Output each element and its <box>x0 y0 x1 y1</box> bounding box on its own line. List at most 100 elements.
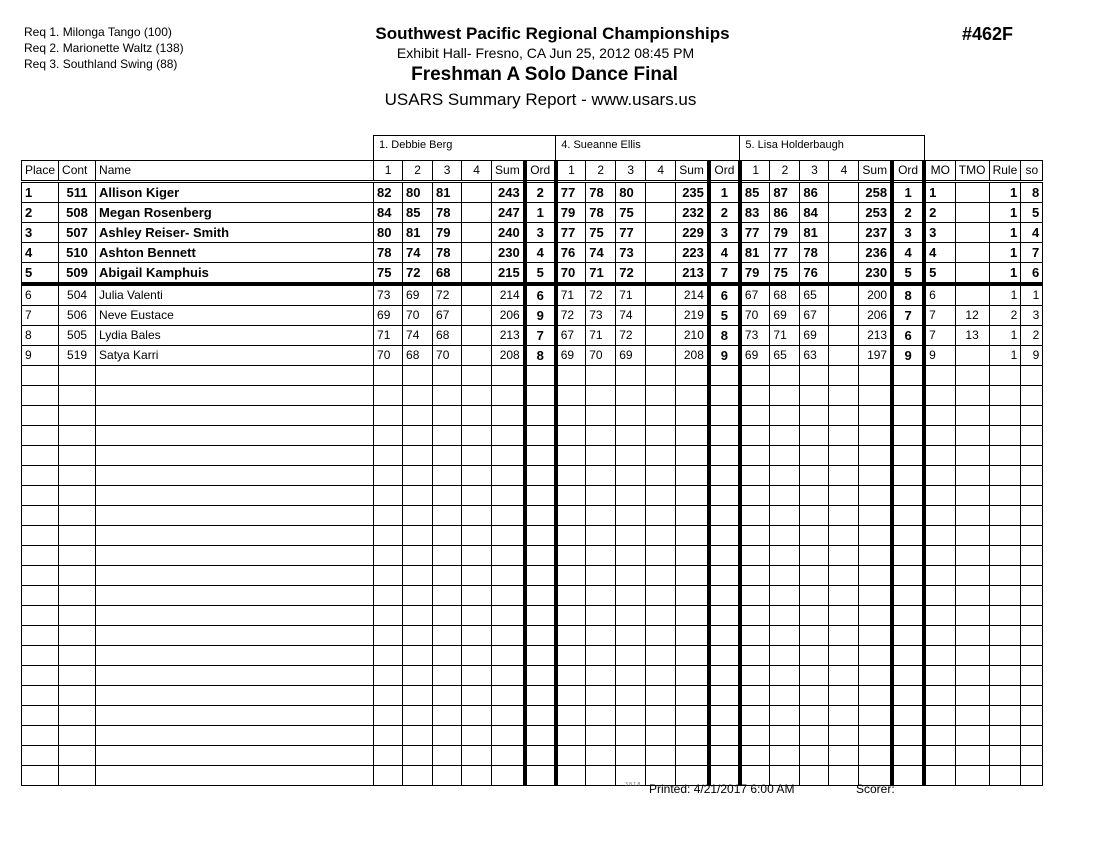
so-cell <box>1020 665 1044 686</box>
score-cell <box>799 585 830 606</box>
score-cell <box>402 565 434 586</box>
ordinal-cell <box>524 745 558 766</box>
cont-cell <box>58 685 97 706</box>
tmo-cell <box>954 745 990 766</box>
score-cell: 70 <box>373 345 404 366</box>
score-cell <box>769 585 801 606</box>
score-cell <box>461 765 493 786</box>
so-cell <box>1020 605 1044 626</box>
sum-cell <box>491 685 527 706</box>
score-cell <box>432 405 463 426</box>
score-cell: 86 <box>799 181 830 203</box>
score-cell <box>828 465 860 486</box>
score-cell <box>739 605 771 626</box>
ordinal-cell: 8 <box>708 325 742 346</box>
score-cell <box>739 685 771 706</box>
tmo-cell <box>954 585 990 606</box>
header-judge-col: Ord <box>524 160 558 183</box>
score-cell <box>373 445 404 466</box>
so-cell: 8 <box>1020 181 1044 203</box>
score-cell <box>432 525 463 546</box>
score-cell <box>828 725 860 746</box>
score-cell <box>769 545 801 566</box>
score-cell <box>828 545 860 566</box>
rule-cell: 1 <box>988 242 1022 263</box>
championship-title: Southwest Pacific Regional Championships <box>375 24 730 43</box>
score-cell: 71 <box>769 325 801 346</box>
sum-cell <box>858 365 895 386</box>
score-cell: 75 <box>585 222 617 243</box>
ordinal-cell: 8 <box>891 283 927 306</box>
sum-cell: 208 <box>491 345 527 366</box>
score-cell <box>585 365 617 386</box>
score-cell <box>828 645 860 666</box>
ordinal-cell <box>891 545 927 566</box>
tmo-cell <box>954 525 990 546</box>
score-cell: 76 <box>799 262 830 286</box>
tmo-cell <box>954 665 990 686</box>
score-cell <box>373 385 404 406</box>
score-cell <box>828 525 860 546</box>
cont-cell <box>58 565 97 586</box>
blank <box>22 136 374 161</box>
ordinal-cell <box>708 765 742 786</box>
score-cell <box>799 565 830 586</box>
rule-cell <box>988 505 1022 526</box>
ordinal-cell <box>524 645 558 666</box>
header-judge-col: 1 <box>739 160 771 183</box>
score-cell <box>585 765 617 786</box>
report-title: USARS Summary Report - www.usars.us <box>384 90 697 109</box>
ordinal-cell <box>524 405 558 426</box>
ordinal-cell: 2 <box>524 181 558 203</box>
score-cell <box>432 645 463 666</box>
sum-cell: 200 <box>858 283 895 306</box>
ordinal-cell <box>708 365 742 386</box>
sum-cell: 258 <box>858 181 895 203</box>
score-cell <box>373 605 404 626</box>
score-cell: 69 <box>615 345 647 366</box>
mo-cell <box>923 385 956 406</box>
score-cell <box>645 202 677 223</box>
mo-cell: 5 <box>923 262 956 286</box>
score-cell <box>615 445 647 466</box>
tmo-cell <box>954 685 990 706</box>
header-judge-col: 2 <box>769 160 801 183</box>
header-cont: Cont <box>58 160 97 183</box>
sum-cell <box>491 765 527 786</box>
score-cell <box>402 725 434 746</box>
score-cell <box>402 605 434 626</box>
name-cell <box>95 445 375 466</box>
tmo-cell <box>954 283 990 306</box>
score-cell: 84 <box>373 202 404 223</box>
sum-cell: 230 <box>858 262 895 286</box>
score-cell <box>828 745 860 766</box>
score-cell <box>555 585 587 606</box>
name-cell <box>95 525 375 546</box>
empty-row <box>20 765 1044 786</box>
cont-cell: 510 <box>58 242 97 263</box>
ordinal-cell <box>891 685 927 706</box>
name-cell <box>95 725 375 746</box>
so-cell: 7 <box>1020 242 1044 263</box>
place-cell <box>20 725 60 746</box>
score-cell <box>615 545 647 566</box>
so-cell <box>1020 505 1044 526</box>
ordinal-cell <box>524 585 558 606</box>
name-cell: Megan Rosenberg <box>95 202 375 223</box>
so-cell <box>1020 525 1044 546</box>
sum-cell: 247 <box>491 202 527 223</box>
header-name: Name <box>95 160 375 183</box>
score-cell <box>615 705 647 726</box>
cont-cell <box>58 605 97 626</box>
ordinal-cell <box>524 605 558 626</box>
so-cell <box>1020 365 1044 386</box>
ordinal-cell: 2 <box>891 202 927 223</box>
score-cell <box>555 605 587 626</box>
ordinal-cell <box>708 705 742 726</box>
tmo-cell <box>954 765 990 786</box>
score-cell <box>828 325 860 346</box>
place-cell: 4 <box>20 242 60 263</box>
place-cell: 5 <box>20 262 60 286</box>
tmo-cell <box>954 505 990 526</box>
score-cell <box>432 605 463 626</box>
